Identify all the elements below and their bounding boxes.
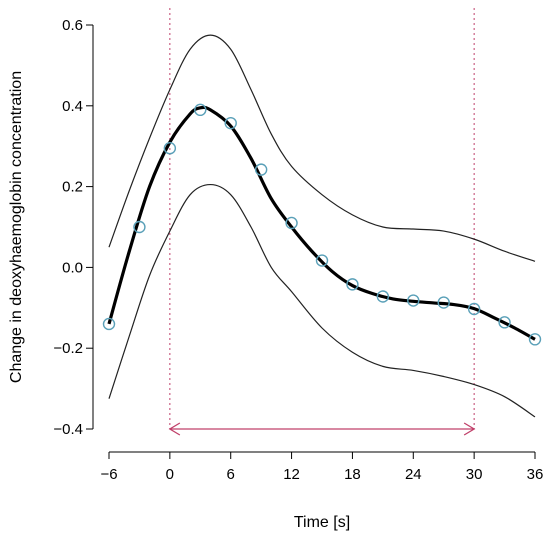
y-axis-label: Change in deoxyhaemoglobin concentration xyxy=(8,71,25,383)
data-point xyxy=(285,216,298,230)
x-tick-label: −6 xyxy=(100,466,117,483)
data-point xyxy=(194,103,207,117)
y-tick-label: −0.2 xyxy=(53,340,83,357)
data-point xyxy=(163,142,177,155)
mean-curve-line xyxy=(107,105,536,341)
data-point xyxy=(102,317,116,331)
data-point xyxy=(528,333,542,346)
x-axis-label: Time [s] xyxy=(294,514,350,531)
data-point xyxy=(315,254,329,267)
mean-curve xyxy=(107,105,536,341)
y-tick-label: 0.2 xyxy=(62,179,83,196)
reference-lines xyxy=(169,8,475,429)
data-points xyxy=(102,103,542,346)
data-point xyxy=(224,116,237,130)
lower-bound-line xyxy=(108,183,536,418)
y-tick-label: 0.0 xyxy=(62,259,83,276)
upper-bound-line xyxy=(108,34,536,262)
y-tick-label: 0.4 xyxy=(62,98,83,115)
x-tick-label: 36 xyxy=(527,466,544,483)
data-point xyxy=(437,296,450,309)
interval-arrow xyxy=(168,422,476,436)
arrow-head-right xyxy=(463,422,476,436)
confidence-band xyxy=(108,34,536,418)
x-tick-label: 0 xyxy=(166,466,174,483)
data-point xyxy=(346,278,359,291)
data-point xyxy=(376,290,390,303)
data-point xyxy=(254,163,268,176)
x-tick-label: 30 xyxy=(466,466,483,483)
y-tick-label: 0.6 xyxy=(62,17,83,34)
x-tick-label: 18 xyxy=(344,466,361,483)
x-tick-label: 24 xyxy=(405,466,422,483)
y-axis: −0.4 −0.2 0.0 0.2 0.4 0.6 xyxy=(53,17,94,438)
y-tick-label: −0.4 xyxy=(53,421,83,438)
data-point xyxy=(498,316,511,329)
data-point xyxy=(407,294,420,307)
x-tick-label: 6 xyxy=(227,466,235,483)
data-point xyxy=(133,220,146,234)
data-point xyxy=(467,302,481,316)
arrow-head-left xyxy=(168,422,181,436)
x-axis: −6 0 6 12 18 24 30 36 xyxy=(100,451,544,483)
x-tick-label: 12 xyxy=(283,466,300,483)
